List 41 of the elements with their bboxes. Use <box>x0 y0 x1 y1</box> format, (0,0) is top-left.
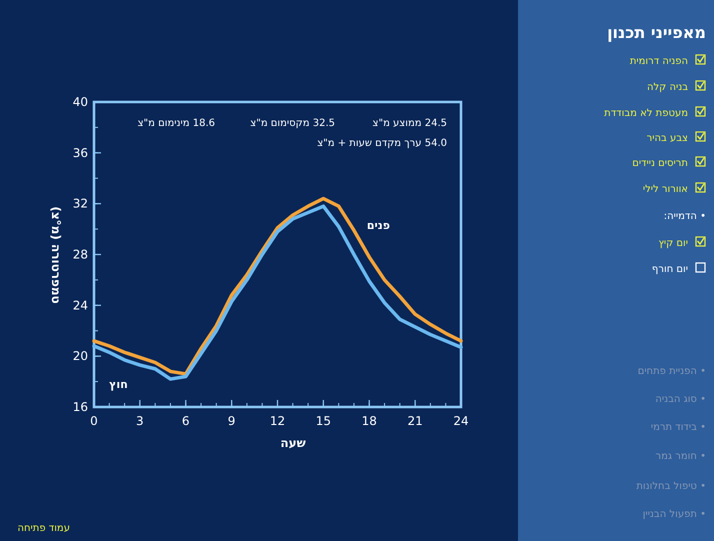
annotation: 54.0 ערך מקדם שעות + מ"צ <box>317 138 447 149</box>
text: מעטפת לא מבודדת <box>604 108 688 119</box>
text: • חומר גמר <box>655 451 706 462</box>
y-tick-label: 40 <box>72 95 88 109</box>
y-axis-title: טמפרטורה (מ°צ) <box>49 206 63 304</box>
y-tick-label: 20 <box>72 349 88 364</box>
series-label: חוץ <box>109 378 128 391</box>
x-tick-label: 15 <box>316 414 332 428</box>
text: • בידוד תרמי <box>650 422 706 433</box>
x-tick-label: 3 <box>136 414 144 428</box>
text: יום חורף <box>652 264 688 275</box>
y-tick-label: 32 <box>72 196 88 211</box>
text: אוורור לילי <box>642 184 688 195</box>
text: • הדמייה: <box>664 211 706 222</box>
text: יום קיץ <box>658 238 688 249</box>
text: מאפייני תכנון <box>607 23 706 42</box>
x-tick-label: 12 <box>270 414 286 428</box>
text: • טיפול בחלונות <box>636 481 706 492</box>
y-tick-label: 36 <box>72 146 88 160</box>
x-axis-title: שעה <box>280 436 306 450</box>
x-tick-label: 9 <box>228 414 236 428</box>
x-tick-label: 21 <box>407 414 423 428</box>
text: • סוג הבניה <box>655 394 706 405</box>
x-tick-label: 18 <box>362 414 377 428</box>
text: צבע בהיר <box>646 133 688 144</box>
annotation: 18.6 מינימום מ"צ <box>138 118 215 129</box>
x-tick-label: 0 <box>90 414 98 428</box>
y-tick-label: 28 <box>72 248 88 262</box>
annotation: 24.5 ממוצע מ"צ <box>372 118 447 129</box>
x-tick-label: 6 <box>182 414 190 428</box>
y-tick-label: 24 <box>72 298 88 312</box>
y-tick-label: 16 <box>72 400 88 414</box>
text: עמוד פתיחה <box>17 523 70 534</box>
series-label: פנים <box>366 219 390 232</box>
x-tick-label: 24 <box>453 414 469 428</box>
annotation: 32.5 מקסימום מ"צ <box>250 118 335 129</box>
text: • תפעול הבניין <box>642 509 706 520</box>
text: • הפניית פתחים <box>638 366 706 377</box>
text: בניה קלה <box>646 82 688 93</box>
text: תריסים ניידים <box>632 158 688 169</box>
text: הפניה דרומית <box>630 56 688 67</box>
